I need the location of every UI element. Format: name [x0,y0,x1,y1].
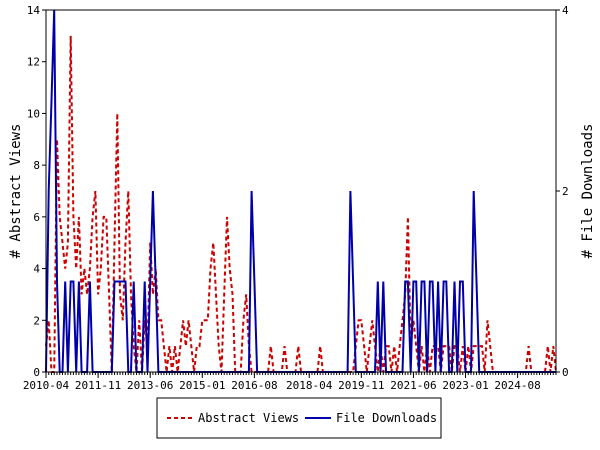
x-tick-label: 2011-11 [75,379,121,392]
legend-label-abstract-views: Abstract Views [198,411,299,425]
x-tick-label: 2013-06 [127,379,173,392]
y-right-tick-label: 2 [562,185,569,198]
legend-label-file-downloads: File Downloads [336,411,437,425]
x-tick-label: 2018-04 [286,379,333,392]
x-tick-label: 2024-08 [494,379,540,392]
y-left-tick-label: 10 [27,107,40,120]
x-tick-label: 2015-01 [179,379,225,392]
y-right-tick-label: 0 [562,366,569,379]
y-right-tick-label: 4 [562,4,569,17]
y-left-tick-label: 12 [27,56,40,69]
x-tick-label: 2016-08 [231,379,277,392]
y-left-tick-label: 6 [33,211,40,224]
y-left-tick-label: 2 [33,314,40,327]
x-tick-label: 2019-11 [338,379,384,392]
x-tick-label: 2021-06 [390,379,436,392]
x-tick-label: 2023-01 [442,379,488,392]
y-left-tick-label: 8 [33,159,40,172]
legend-box [156,397,442,439]
axes: 0 2 4 6 8 10 12 14 0 2 4 2010-04 2011-11 2013-06 2015-… [23,4,569,392]
y-left-tick-label: 14 [27,4,41,17]
y-axis-left-title: # Abstract Views [8,124,24,259]
x-tick-label: 2010-04 [23,379,70,392]
y-axis-right-title: # File Downloads [580,124,596,259]
legend: Abstract Views File Downloads [156,397,442,439]
y-left-tick-label: 0 [33,366,40,379]
y-left-tick-label: 4 [33,263,40,276]
